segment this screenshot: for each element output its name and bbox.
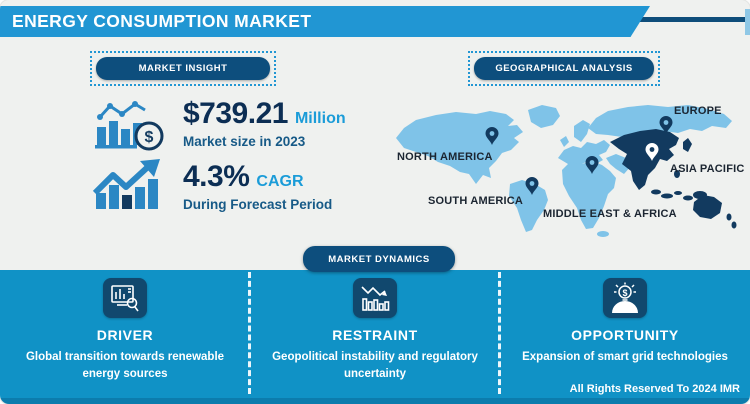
- world-map: [390, 98, 748, 248]
- bottom-strip: [0, 398, 750, 404]
- restraint-description: Geopolitical instability and regulatory …: [272, 351, 478, 380]
- restraint-title: RESTRAINT: [332, 327, 418, 343]
- map-label-north-america: NORTH AMERICA: [397, 151, 493, 163]
- driver-title: DRIVER: [96, 327, 154, 343]
- opportunity-column: $ OPPORTUNITY Expansion of smart grid te…: [500, 278, 750, 366]
- copyright-text: All Rights Reserved To 2024 IMR: [569, 383, 740, 395]
- column-separator: [248, 272, 251, 394]
- map-label-middle-east-africa: MIDDLE EAST & AFRICA: [543, 208, 677, 220]
- driver-column: DRIVER Global transition towards renewab…: [0, 278, 250, 382]
- growth-arrow-chart-icon: [92, 157, 168, 218]
- driver-description: Global transition towards renewable ener…: [25, 351, 225, 380]
- header-banner: ENERGY CONSUMPTION MARKET: [0, 6, 650, 37]
- map-pin-south-america: [525, 177, 539, 195]
- opportunity-description: Expansion of smart grid technologies: [522, 351, 728, 363]
- market-size-unit: Million: [294, 110, 346, 127]
- lightbulb-dollar-icon: $: [603, 278, 647, 318]
- map-pin-africa: [585, 156, 599, 174]
- dollar-glyph: $: [145, 129, 154, 146]
- presentation-chart-magnifier-icon: [103, 278, 147, 318]
- header-trailing-line: [620, 17, 750, 22]
- market-size-caption: Market size in 2023: [183, 134, 306, 149]
- opportunity-title: OPPORTUNITY: [571, 327, 679, 343]
- header-edge-accent: [745, 9, 750, 35]
- bar-chart-dollar-icon: $: [92, 99, 168, 160]
- map-label-asia-pacific: ASIA PACIFIC: [670, 163, 745, 175]
- market-size-stat: $739.21 Million Market size in 2023: [183, 97, 346, 149]
- map-pin-north-america: [485, 127, 499, 145]
- market-size-value: $739.21: [183, 97, 288, 130]
- column-separator: [498, 272, 501, 394]
- map-pin-europe: [659, 116, 673, 134]
- cagr-stat: 4.3% CAGR During Forecast Period: [183, 160, 332, 212]
- map-pin-asia: [645, 143, 659, 161]
- cagr-unit: CAGR: [256, 173, 304, 190]
- market-insight-dotted-frame: MARKET INSIGHT: [90, 51, 276, 86]
- map-label-south-america: SOUTH AMERICA: [428, 195, 524, 207]
- page-title: ENERGY CONSUMPTION MARKET: [12, 11, 312, 31]
- map-label-europe: EUROPE: [674, 105, 722, 117]
- dollar-glyph: $: [622, 288, 627, 298]
- restraint-column: RESTRAINT Geopolitical instability and r…: [250, 278, 500, 382]
- market-insight-button[interactable]: MARKET INSIGHT: [96, 57, 270, 80]
- geographical-analysis-button[interactable]: GEOGRAPHICAL ANALYSIS: [474, 57, 654, 80]
- cagr-caption: During Forecast Period: [183, 197, 333, 212]
- geographical-analysis-dotted-frame: GEOGRAPHICAL ANALYSIS: [468, 51, 660, 86]
- cagr-value: 4.3%: [183, 160, 250, 193]
- declining-chart-icon: [353, 278, 397, 318]
- market-dynamics-button[interactable]: MARKET DYNAMICS: [303, 246, 455, 272]
